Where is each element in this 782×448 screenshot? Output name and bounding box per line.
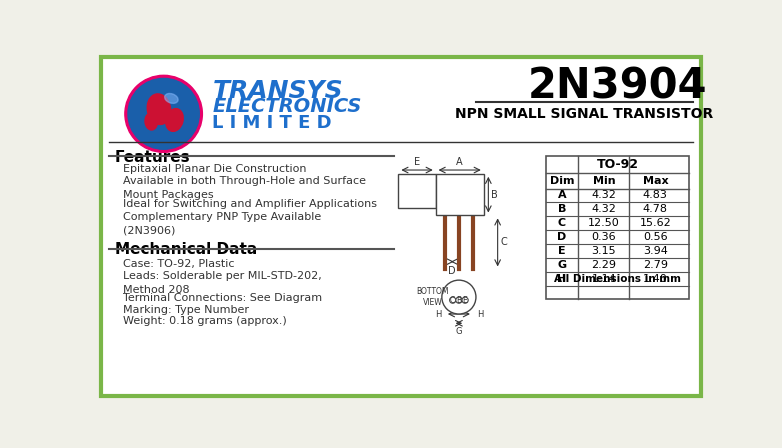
Circle shape [442, 280, 476, 314]
Text: BOTTOM
VIEW: BOTTOM VIEW [416, 287, 449, 307]
Text: 2.79: 2.79 [643, 260, 668, 270]
Circle shape [456, 297, 462, 303]
Text: 1.14: 1.14 [591, 274, 616, 284]
Text: Complementary PNP Type Available
(2N3906): Complementary PNP Type Available (2N3906… [123, 211, 321, 236]
Text: G: G [456, 327, 462, 336]
Text: L I M I T E D: L I M I T E D [213, 114, 332, 132]
Text: E: E [558, 246, 566, 256]
Text: 12.50: 12.50 [588, 218, 619, 228]
Text: Epitaxial Planar Die Construction: Epitaxial Planar Die Construction [123, 164, 306, 174]
Text: Available in both Through-Hole and Surface
Mount Packages: Available in both Through-Hole and Surfa… [123, 176, 365, 200]
Text: 0.36: 0.36 [591, 232, 616, 242]
Text: 0.56: 0.56 [643, 232, 668, 242]
Text: E: E [414, 157, 420, 167]
Bar [399, 174, 436, 208]
Ellipse shape [145, 113, 157, 130]
Text: Weight: 0.18 grams (approx.): Weight: 0.18 grams (approx.) [123, 316, 286, 326]
Text: Mechanical Data: Mechanical Data [115, 242, 257, 258]
Text: B: B [558, 204, 566, 214]
Text: G: G [558, 260, 566, 270]
Text: Dim: Dim [550, 176, 574, 186]
Text: Case: TO-92, Plastic: Case: TO-92, Plastic [123, 259, 234, 269]
Text: H: H [477, 310, 483, 319]
Ellipse shape [165, 94, 178, 103]
Text: Min: Min [593, 176, 615, 186]
Ellipse shape [166, 108, 183, 131]
Bar [436, 174, 484, 215]
Circle shape [125, 75, 203, 152]
Text: 2.29: 2.29 [591, 260, 616, 270]
Text: All Dimensions in mm: All Dimensions in mm [554, 274, 681, 284]
Circle shape [128, 78, 199, 149]
Circle shape [450, 297, 456, 303]
Text: Features: Features [115, 150, 191, 165]
Text: 4.78: 4.78 [643, 204, 668, 214]
Text: E: E [463, 296, 468, 305]
Text: ELECTRONICS: ELECTRONICS [213, 97, 362, 116]
Text: Max: Max [643, 176, 668, 186]
Text: C: C [450, 296, 455, 305]
Text: H: H [558, 274, 567, 284]
Ellipse shape [147, 94, 170, 125]
Text: 4.32: 4.32 [591, 204, 616, 214]
Text: Ideal for Switching and Amplifier Applications: Ideal for Switching and Amplifier Applic… [123, 199, 377, 209]
Text: 2N3904: 2N3904 [527, 66, 707, 108]
Bar [546, 156, 689, 299]
Text: D: D [558, 232, 567, 242]
Text: TO-92: TO-92 [597, 158, 638, 171]
Text: B: B [457, 296, 461, 305]
Text: 3.94: 3.94 [643, 246, 668, 256]
Text: NPN SMALL SIGNAL TRANSISTOR: NPN SMALL SIGNAL TRANSISTOR [455, 107, 714, 121]
Text: 1.40: 1.40 [643, 274, 668, 284]
Circle shape [462, 297, 468, 303]
Text: 4.83: 4.83 [643, 190, 668, 200]
Text: 3.15: 3.15 [591, 246, 616, 256]
Text: TRANSYS: TRANSYS [213, 79, 343, 103]
Text: Marking: Type Number: Marking: Type Number [123, 305, 249, 315]
Text: A: A [558, 190, 566, 200]
Text: Terminal Connections: See Diagram: Terminal Connections: See Diagram [123, 293, 321, 303]
Text: Leads: Solderable per MIL-STD-202,
Method 208: Leads: Solderable per MIL-STD-202, Metho… [123, 271, 321, 295]
Text: D: D [448, 266, 456, 276]
Text: C: C [558, 218, 566, 228]
Text: A: A [457, 157, 463, 167]
Text: B: B [491, 190, 498, 200]
Text: 15.62: 15.62 [640, 218, 671, 228]
Text: H: H [435, 310, 441, 319]
Text: C: C [500, 237, 508, 247]
Text: 4.32: 4.32 [591, 190, 616, 200]
